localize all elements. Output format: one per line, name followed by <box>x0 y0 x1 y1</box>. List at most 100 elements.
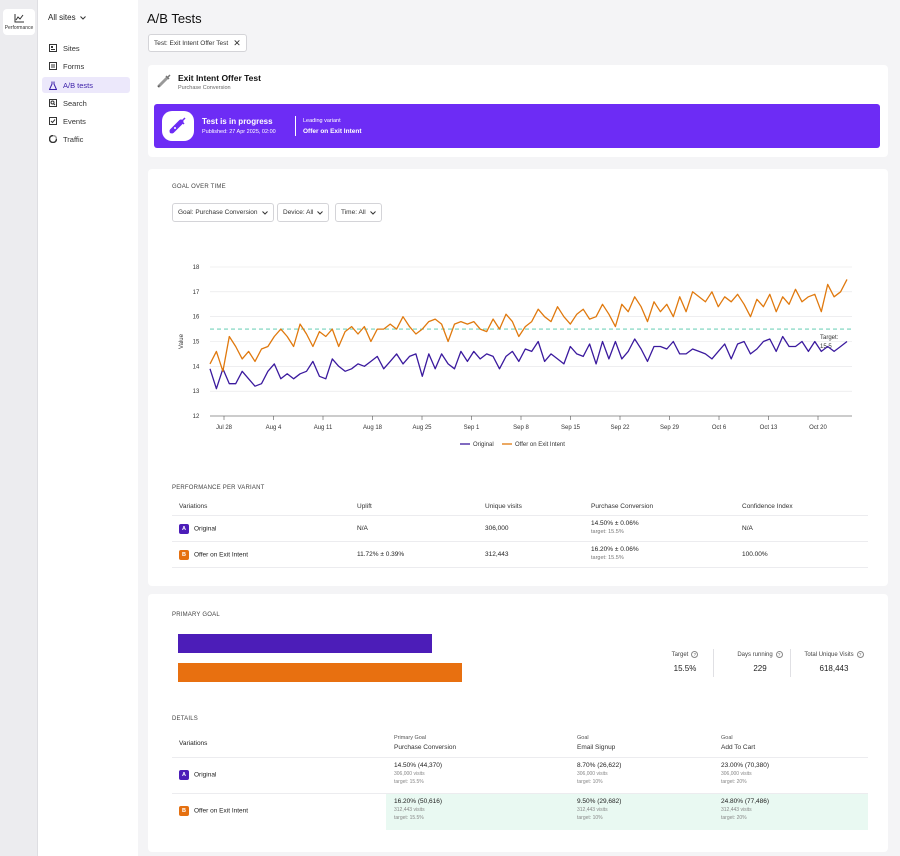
conversion-cell: 14.50% ± 0.06% target: 15.5% <box>591 520 639 535</box>
y-tick-label: 18 <box>193 265 200 271</box>
chevron-down-icon <box>79 15 86 20</box>
variant-badge-a: A <box>179 524 189 534</box>
time-filter-key: Time: <box>341 209 358 216</box>
detail-cell-purchase: 16.20% (50,616) 312,443 visits target: 15.… <box>394 798 443 821</box>
device-filter-dropdown[interactable]: Device: All <box>277 203 330 222</box>
y-tick-label: 13 <box>193 389 200 395</box>
visits-cell: 306,000 <box>485 525 509 532</box>
variant-name: Original <box>194 525 217 533</box>
banner-divider <box>295 116 296 136</box>
sidebar-item-ab-tests[interactable]: A/B tests <box>42 77 130 93</box>
help-icon[interactable]: ? <box>691 651 699 658</box>
section-label-details: DETAILS <box>172 716 198 722</box>
help-icon[interactable]: ? <box>775 651 783 658</box>
stat-target-label: Target <box>671 651 689 658</box>
sidebar-item-traffic[interactable]: Traffic <box>42 131 130 147</box>
published-date: Published: 27 Apr 2025, 02:00 <box>202 129 276 135</box>
rail-performance[interactable]: Performance <box>3 9 35 35</box>
test-card: Exit Intent Offer Test Purchase Conversi… <box>148 65 888 157</box>
table-row: B Offer on Exit Intent 16.20% (50,616) 312… <box>172 794 868 830</box>
app-rail: Performance <box>0 0 38 856</box>
status-banner: Test is in progress Published: 27 Apr 20… <box>154 104 880 148</box>
stat-divider <box>713 649 714 677</box>
uplift-cell: N/A <box>357 525 368 532</box>
leading-variant-label: Leading variant <box>303 118 341 124</box>
stat-divider <box>790 649 791 677</box>
test-name: Exit Intent Offer Test <box>178 73 261 83</box>
details-col-email: Goal Email Signup <box>577 735 616 751</box>
stat-visits-value: 618,443 <box>819 664 849 673</box>
goal-filter-dropdown[interactable]: Goal: Purchase Conversion <box>172 203 274 222</box>
sidebar-item-search[interactable]: Search <box>42 95 130 111</box>
y-tick-label: 16 <box>193 315 200 321</box>
variant-name: Offer on Exit Intent <box>194 807 249 815</box>
detail-cell-purchase: 14.50% (44,370) 306,000 visits target: 15.… <box>394 762 443 785</box>
forms-icon <box>48 62 57 71</box>
test-goal: Purchase Conversion <box>178 85 231 91</box>
col-header-purchase-conversion: Purchase Conversion <box>591 503 654 510</box>
section-label-primary-goal: PRIMARY GOAL <box>172 612 220 618</box>
series-line-original <box>209 335 848 390</box>
x-tick-label: Sep 22 <box>610 425 630 431</box>
close-icon[interactable]: ✕ <box>233 37 241 48</box>
device-filter-value: All <box>306 209 314 216</box>
goal-filter-key: Goal: <box>178 209 194 216</box>
site-select[interactable]: All sites <box>48 13 86 22</box>
chevron-down-icon <box>261 210 268 215</box>
series-line-offer <box>209 279 848 372</box>
conversion-target: target: 15.5% <box>591 529 624 535</box>
stat-target: Target? 15.5% <box>653 651 717 673</box>
variant-name: Offer on Exit Intent <box>194 551 249 559</box>
details-col-purchase: Primary Goal Purchase Conversion <box>394 735 457 751</box>
sidebar-item-label: Search <box>63 98 87 108</box>
y-tick-label: 14 <box>193 364 200 370</box>
filter-chip[interactable]: Test: Exit Intent Offer Test ✕ <box>148 34 247 52</box>
help-icon[interactable]: ? <box>856 651 864 658</box>
variant-cell: A Original <box>179 770 216 780</box>
primary-goal-card: PRIMARY GOAL Target? 15.5% Days running?… <box>148 594 888 852</box>
x-tick-label: Sep 8 <box>513 425 529 431</box>
page-title: A/B Tests <box>147 11 202 26</box>
conversion-target: target: 15.5% <box>591 555 624 561</box>
stat-days-label: Days running <box>737 651 773 658</box>
variant-cell: A Original <box>179 524 216 534</box>
table-row: A Original 14.50% (44,370) 306,000 visits t… <box>172 758 868 794</box>
sidebar-item-sites[interactable]: Sites <box>42 40 130 56</box>
sidebar-item-forms[interactable]: Forms <box>42 58 130 74</box>
stat-visits-label: Total Unique Visits <box>804 651 854 658</box>
x-tick-label: Oct 6 <box>712 425 727 431</box>
stat-target-value: 15.5% <box>673 664 697 673</box>
conversion-value: 14.50% ± 0.06% <box>591 520 639 527</box>
detail-cell-cart: 24.80% (77,486) 312,443 visits target: 20% <box>721 798 770 821</box>
sidebar-item-label: Sites <box>63 43 80 53</box>
y-tick-label: 12 <box>193 414 200 420</box>
stat-days-running: Days running? 229 <box>720 651 800 673</box>
legend-label: Offer on Exit Intent <box>515 442 565 448</box>
sidebar-item-label: Traffic <box>63 134 84 144</box>
leading-variant-value: Offer on Exit Intent <box>303 128 362 135</box>
x-tick-label: Aug 11 <box>314 425 333 431</box>
x-tick-label: Aug 25 <box>412 425 432 431</box>
details-col-variations: Variations <box>179 740 208 747</box>
x-tick-label: Sep 29 <box>660 425 680 431</box>
col-header-unique-visits: Unique visits <box>485 503 522 510</box>
variant-badge-b: B <box>179 806 189 816</box>
uplift-cell: 11.72% ± 0.39% <box>357 551 405 558</box>
detail-cell-email: 8.70% (26,622) 306,000 visits target: 10% <box>577 762 622 785</box>
goal-over-time-card: GOAL OVER TIME Goal: Purchase Conversion… <box>148 169 888 586</box>
confidence-cell: 100.00% <box>742 551 768 558</box>
main-content: A/B Tests Test: Exit Intent Offer Test ✕… <box>138 0 900 856</box>
search-icon <box>48 99 57 108</box>
traffic-icon <box>48 135 57 144</box>
variant-name: Original <box>194 771 217 779</box>
syringe-icon <box>157 74 171 88</box>
variant-cell: B Offer on Exit Intent <box>179 806 248 816</box>
time-filter-dropdown[interactable]: Time: All <box>335 203 382 222</box>
sidebar-item-events[interactable]: Events <box>42 113 130 129</box>
sidebar-item-label: Events <box>63 116 86 126</box>
x-tick-label: Jul 28 <box>216 425 233 431</box>
section-label-performance: PERFORMANCE PER VARIANT <box>172 485 265 491</box>
rail-performance-label: Performance <box>4 24 34 31</box>
chevron-down-icon <box>317 210 324 215</box>
x-tick-label: Sep 15 <box>561 425 581 431</box>
